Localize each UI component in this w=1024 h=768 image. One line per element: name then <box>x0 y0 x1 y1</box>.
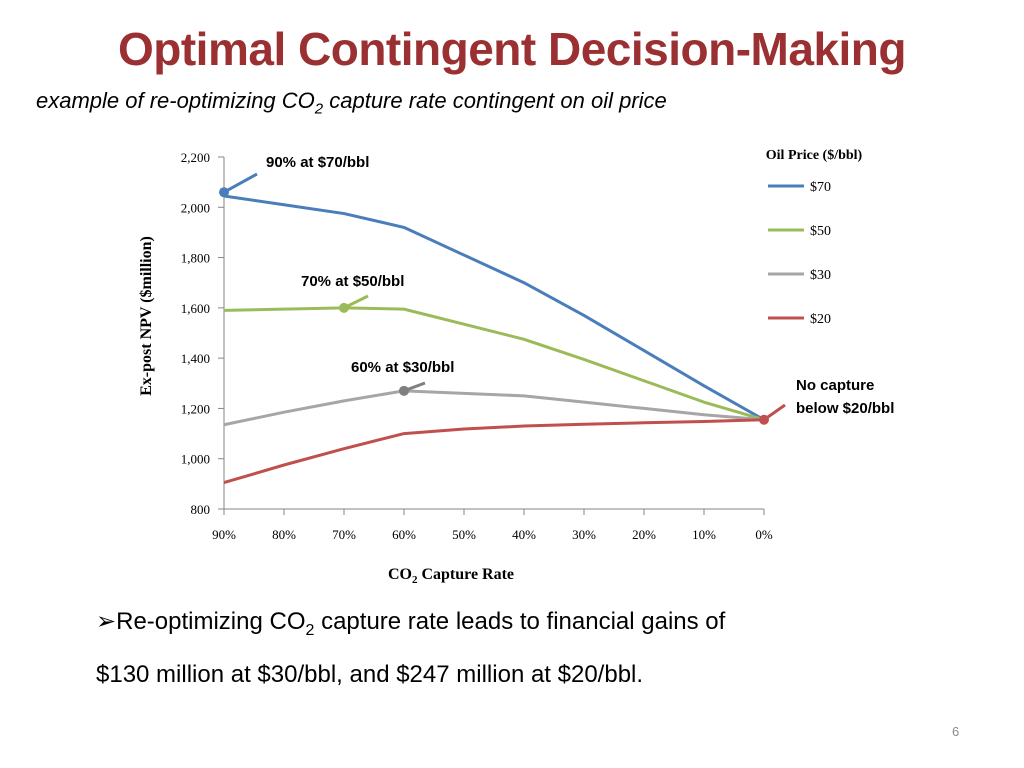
bullet-part1: Re-optimizing CO <box>116 608 306 635</box>
x-tick-label: 50% <box>452 527 476 542</box>
y-axis-label: Ex-post NPV ($million) <box>138 236 155 396</box>
legend-label: $70 <box>810 180 831 195</box>
callout-label: 60% at $30/bbl <box>351 359 454 376</box>
chart-axes <box>218 156 765 515</box>
legend-label: $50 <box>810 224 831 239</box>
legend-label: $30 <box>810 268 831 283</box>
y-tick-label: 1,600 <box>181 301 210 316</box>
bullet-marker: ➢ <box>96 608 117 635</box>
callout-leader <box>223 172 258 194</box>
x-tick-label: 40% <box>512 527 536 542</box>
y-tick-label: 1,000 <box>181 452 210 467</box>
series-lines <box>223 194 765 485</box>
series-line-usd70 <box>223 194 765 422</box>
y-tick-label: 2,000 <box>181 200 210 215</box>
x-tick-label: 10% <box>692 527 716 542</box>
x-axis-label: CO2 Capture Rate <box>388 566 514 586</box>
y-tick-label: 1,800 <box>181 251 210 266</box>
bullet-part2: capture rate leads to financial gains of <box>314 608 726 635</box>
callouts: 90% at $70/bbl 70% at $50/bbl 60% at $30/b… <box>219 154 894 425</box>
bullet-subscript: 2 <box>305 621 315 639</box>
callout-point <box>219 187 229 198</box>
x-tick-label: 90% <box>212 527 236 542</box>
x-tick-labels: 90% 80% 70% 60% 50% 40% 30% 20% 10% 0% <box>212 527 773 542</box>
y-tick-label: 800 <box>191 502 211 517</box>
x-tick-label: 30% <box>572 527 596 542</box>
subtitle-text-pre: example of re-optimizing CO <box>36 88 315 113</box>
y-tick-label: 1,400 <box>181 351 210 366</box>
series-line-usd30 <box>223 389 765 427</box>
y-tick-labels: 800 1,000 1,200 1,400 1,600 1,800 2,000 2,200 <box>181 150 210 517</box>
series-line-usd50 <box>223 306 765 422</box>
slide-title: Optimal Contingent Decision-Making <box>117 23 907 75</box>
y-tick-label: 1,200 <box>181 401 210 416</box>
callout-point <box>399 385 409 396</box>
bullet-line2: $130 million at $30/bbl, and $247 millio… <box>96 660 644 688</box>
legend-title: Oil Price ($/bbl) <box>766 148 863 163</box>
legend-label: $20 <box>810 312 831 327</box>
x-tick-label: 70% <box>332 527 356 542</box>
page-number: 6 <box>952 724 960 739</box>
callout-label: 70% at $50/bbl <box>301 273 404 290</box>
x-tick-label: 0% <box>755 527 773 542</box>
callout-point <box>759 414 769 425</box>
x-tick-label: 60% <box>392 527 416 542</box>
subtitle-subscript: 2 <box>314 100 324 118</box>
x-tick-label: 80% <box>272 527 296 542</box>
callout-point <box>339 302 349 313</box>
slide-subtitle: example of re-optimizing CO2 capture rat… <box>36 88 667 117</box>
series-line-usd20 <box>223 418 765 485</box>
legend: Oil Price ($/bbl) $70 $50 $30 $20 <box>766 148 863 327</box>
callout-label-line1: No capture <box>796 377 874 394</box>
callout-label: 90% at $70/bbl <box>266 154 369 171</box>
y-tick-label: 2,200 <box>181 150 210 165</box>
callout-label-line2: below $20/bbl <box>796 400 894 417</box>
subtitle-text-post: capture rate contingent on oil price <box>323 88 667 113</box>
x-tick-label: 20% <box>632 527 656 542</box>
bullet-text: ➢Re-optimizing CO2 capture rate leads to… <box>96 600 916 697</box>
npv-line-chart: 800 1,000 1,200 1,400 1,600 1,800 2,000 2,200 9… <box>138 148 894 586</box>
